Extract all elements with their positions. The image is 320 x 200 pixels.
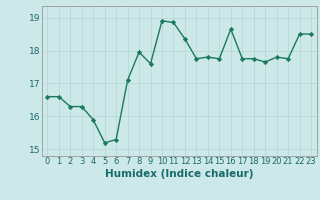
X-axis label: Humidex (Indice chaleur): Humidex (Indice chaleur) [105,169,253,179]
